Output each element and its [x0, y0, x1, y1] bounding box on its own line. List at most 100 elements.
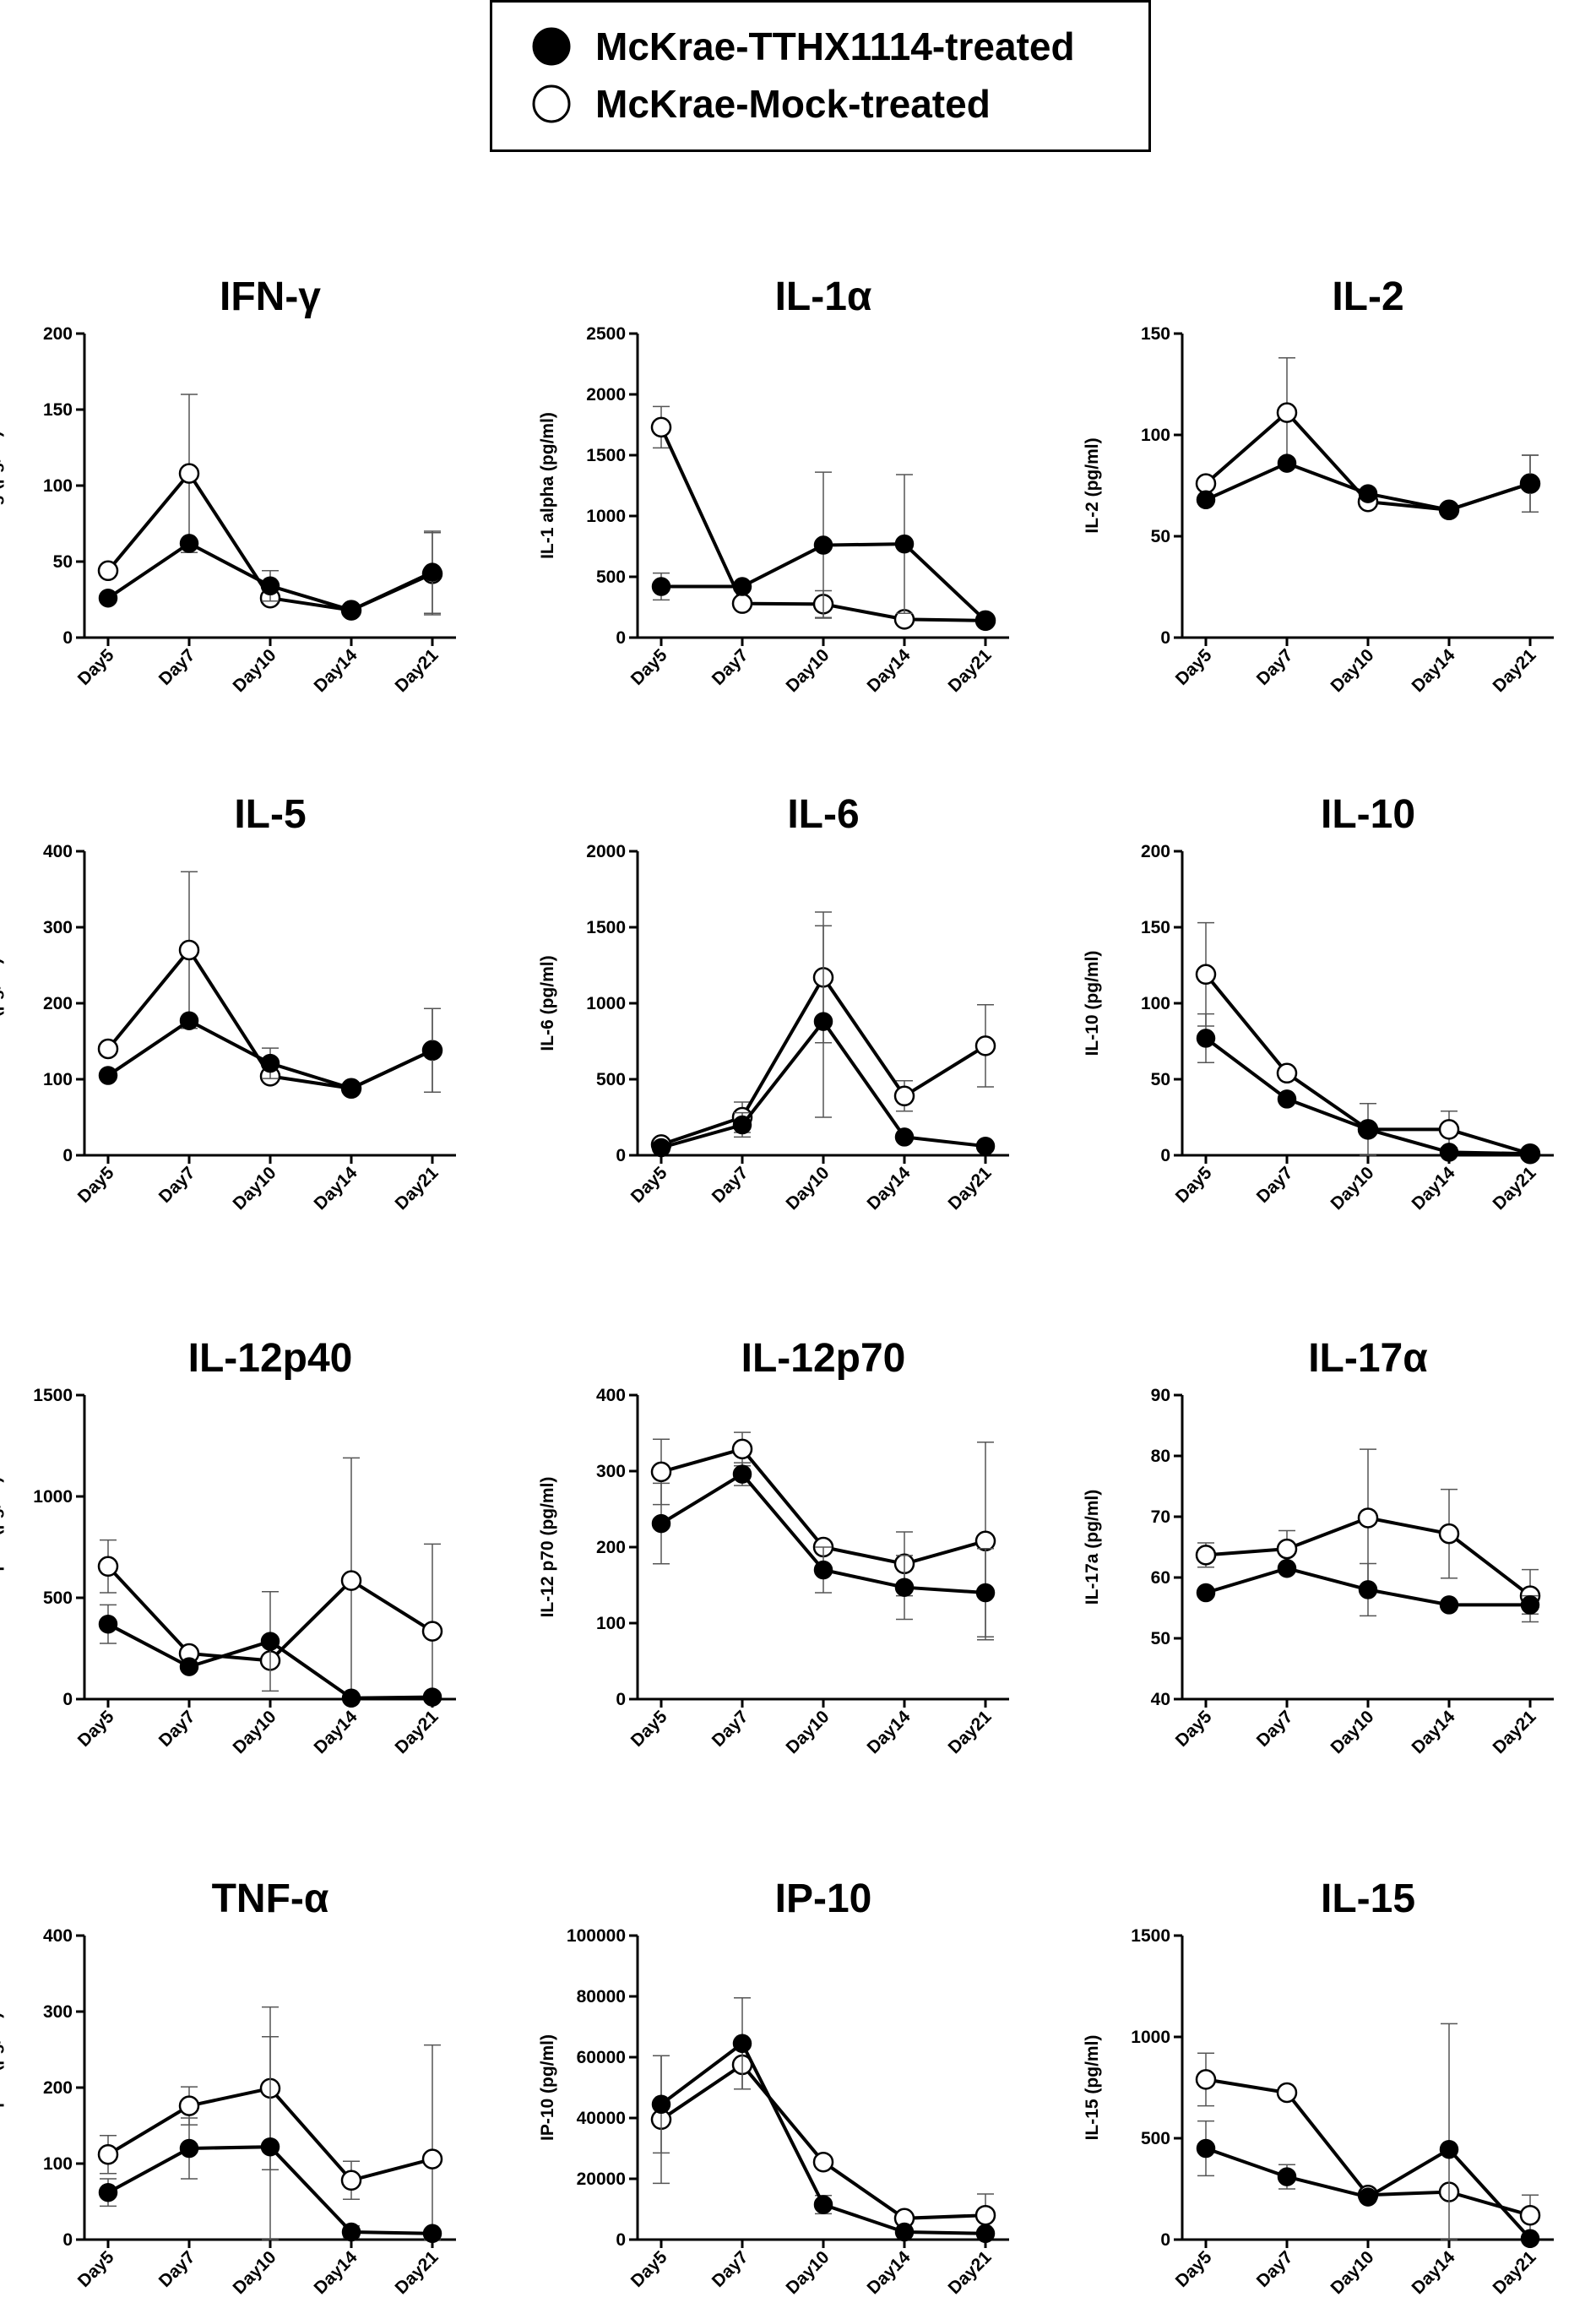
data-point — [179, 1011, 199, 1030]
open-circle-marker-icon — [532, 84, 571, 123]
y-tick-label: 60000 — [577, 2048, 626, 2067]
data-point — [341, 1078, 361, 1099]
data-point — [1438, 1119, 1460, 1140]
y-tick-label: 200 — [43, 324, 73, 344]
x-tick-label: Day5 — [74, 2247, 118, 2291]
data-point — [894, 1578, 915, 1597]
y-tick-label: 400 — [596, 1386, 626, 1405]
y-tick-label: 0 — [616, 2230, 626, 2250]
data-point — [813, 1012, 833, 1031]
y-axis-label: IL-17a (pg/ml) — [1083, 1490, 1102, 1605]
chart-panel-4: IL-5 0 100 200 300 400 IL-5(pg/ml) Day5 Day7 Day1… — [0, 792, 456, 1214]
x-tick-label: Day14 — [864, 1707, 915, 1757]
data-point — [1520, 474, 1540, 493]
series-treated — [1196, 453, 1540, 520]
data-point — [179, 2138, 199, 2159]
data-point — [340, 1570, 362, 1591]
x-tick-label: Day5 — [1172, 1707, 1216, 1751]
y-tick-label: 40000 — [577, 2109, 626, 2128]
data-point — [1439, 1595, 1459, 1615]
x-tick-label: Day14 — [311, 1707, 361, 1757]
x-tick-label: Day21 — [1490, 2247, 1540, 2298]
data-point — [893, 1085, 915, 1107]
data-point — [1196, 1583, 1216, 1603]
series-treated — [1196, 1558, 1540, 1617]
x-tick-label: Day14 — [864, 1163, 915, 1214]
y-tick-label: 150 — [1141, 918, 1170, 937]
data-point — [731, 1438, 753, 1460]
series-mock — [650, 1431, 996, 1641]
x-tick-label: Day21 — [1490, 1163, 1540, 1214]
chart-panel-10: TNF-α 0 100 200 300 400 TNF-alpha (pg/ml) Day5 D… — [0, 1876, 456, 2298]
y-tick-label: 80 — [1151, 1447, 1170, 1466]
y-axis-label: IL-15 (pg/ml) — [1083, 2035, 1102, 2141]
data-point — [813, 1560, 833, 1580]
x-tick-label: Day21 — [392, 645, 442, 696]
y-tick-label: 300 — [43, 918, 73, 937]
x-tick-label: Day7 — [708, 2247, 752, 2291]
x-tick-label: Day5 — [627, 2247, 671, 2291]
x-tick-label: Day21 — [392, 2247, 442, 2298]
x-tick-label: Day14 — [1409, 1707, 1459, 1757]
y-tick-label: 90 — [1151, 1386, 1170, 1405]
data-point — [1195, 964, 1217, 986]
x-tick-label: Day21 — [945, 2247, 996, 2298]
chart-panel-2: IL-1α 0 500 1000 1500 2000 2500 IL-1 alpha (pg/… — [538, 274, 1009, 696]
data-point — [422, 1040, 442, 1061]
data-point — [98, 2182, 118, 2202]
y-tick-label: 1000 — [1131, 2028, 1170, 2047]
data-point — [97, 1038, 119, 1060]
y-tick-label: 200 — [1141, 842, 1170, 861]
x-tick-label: Day7 — [1253, 1707, 1297, 1751]
x-tick-label: Day10 — [1327, 645, 1378, 696]
data-point — [1520, 1595, 1540, 1615]
chart-title: IL-10 — [1321, 792, 1415, 837]
data-point — [1196, 1029, 1216, 1048]
data-point — [341, 1688, 361, 1708]
data-point — [260, 576, 280, 596]
x-tick-label: Day7 — [1253, 1163, 1297, 1207]
series-treated — [1196, 1013, 1540, 1164]
series-treated — [651, 471, 996, 631]
chart-title: IL-2 — [1332, 274, 1403, 319]
x-tick-label: Day7 — [155, 645, 199, 689]
series-mock — [1195, 2052, 1541, 2236]
data-point — [1195, 473, 1217, 494]
x-tick-label: Day7 — [1253, 2247, 1297, 2291]
series-treated — [98, 530, 442, 620]
data-point — [341, 600, 361, 620]
data-point — [1195, 2069, 1217, 2090]
y-tick-label: 0 — [616, 628, 626, 648]
chart-panel-5: IL-6 0 500 1000 1500 2000 IL-6 (pg/ml) Day5 Day7… — [538, 792, 1009, 1214]
series-treated — [651, 1997, 996, 2244]
x-tick-label: Day7 — [155, 2247, 199, 2291]
data-point — [651, 1513, 671, 1534]
data-point — [975, 1583, 996, 1603]
chart-panel-3: IL-2 0 50 100 150 IL-2 (pg/ml) Day5 Day7 Day10 Da… — [1083, 274, 1554, 696]
y-tick-label: 1000 — [586, 507, 626, 526]
y-tick-label: 0 — [616, 1146, 626, 1165]
x-tick-label: Day14 — [864, 2247, 915, 2298]
y-tick-label: 300 — [43, 2002, 73, 2022]
y-axis-label: IL-10 (pg/ml) — [1083, 951, 1102, 1056]
y-tick-label: 2500 — [586, 324, 626, 344]
chart-title: IL-5 — [234, 792, 306, 837]
data-point — [732, 2034, 752, 2054]
data-point — [1439, 1143, 1459, 1162]
x-tick-label: Day5 — [1172, 1163, 1216, 1207]
x-tick-label: Day5 — [74, 1163, 118, 1207]
data-point — [1358, 1120, 1378, 1139]
data-point — [421, 1621, 443, 1642]
data-point — [1196, 490, 1216, 510]
data-point — [812, 2151, 834, 2173]
y-tick-label: 50 — [1151, 527, 1170, 546]
chart-panel-12: IL-15 0 500 1000 1500 IL-15 (pg/ml) Day5 Day7 Da… — [1083, 1876, 1554, 2298]
x-tick-label: Day21 — [1490, 1707, 1540, 1757]
y-tick-label: 50 — [1151, 1629, 1170, 1648]
y-tick-label: 0 — [62, 628, 73, 648]
x-tick-label: Day21 — [392, 1707, 442, 1757]
y-axis-label: IL-1 alpha (pg/ml) — [538, 412, 557, 559]
y-tick-label: 500 — [43, 1588, 73, 1608]
x-tick-label: Day7 — [708, 1163, 752, 1207]
data-point — [1277, 2167, 1297, 2186]
